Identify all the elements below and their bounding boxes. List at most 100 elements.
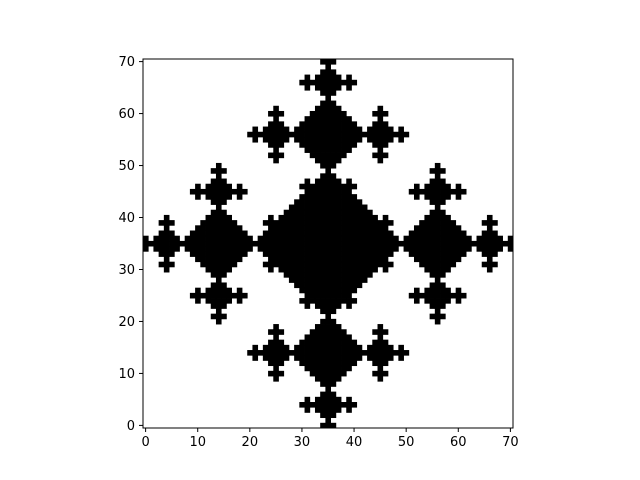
heatmap-cell — [294, 199, 300, 205]
heatmap-cell — [179, 240, 186, 247]
heatmap-cell — [299, 235, 305, 242]
heatmap-cell — [195, 287, 201, 294]
heatmap-cell — [335, 272, 342, 278]
heatmap-cell — [445, 183, 451, 190]
heatmap-cell — [184, 235, 191, 242]
heatmap-cell — [377, 131, 384, 138]
heatmap-cell — [440, 287, 446, 294]
heatmap-cell — [320, 240, 326, 247]
heatmap-cell — [309, 230, 316, 237]
heatmap-cell — [367, 266, 373, 273]
heatmap-cell — [335, 344, 342, 351]
heatmap-cell — [294, 350, 300, 356]
heatmap-cell — [309, 188, 316, 195]
heatmap-cell — [330, 230, 337, 237]
heatmap-cell — [486, 261, 493, 268]
heatmap-cell — [335, 204, 342, 211]
heatmap-cell — [367, 344, 373, 351]
heatmap-cell — [330, 214, 337, 221]
heatmap-cell — [492, 251, 498, 257]
heatmap-cell — [314, 157, 321, 164]
heatmap-cell — [346, 287, 352, 294]
heatmap-cell — [335, 147, 342, 153]
heatmap-cell — [205, 194, 212, 200]
heatmap-cell — [320, 59, 326, 65]
heatmap-cell — [309, 365, 316, 372]
heatmap-cell — [304, 355, 311, 361]
heatmap-cell — [174, 240, 180, 247]
heatmap-cell — [163, 266, 170, 273]
heatmap-cell — [341, 344, 347, 351]
heatmap-cell — [346, 292, 352, 299]
heatmap-cell — [330, 266, 337, 273]
heatmap-cell — [215, 256, 222, 263]
heatmap-cell — [387, 126, 394, 133]
heatmap-cell — [283, 209, 290, 216]
heatmap-cell — [304, 360, 311, 367]
heatmap-cell — [455, 292, 462, 299]
heatmap-cell — [335, 235, 342, 242]
heatmap-cell — [163, 251, 170, 257]
y-tick-label: 20 — [118, 315, 135, 330]
heatmap-cell — [434, 199, 441, 205]
heatmap-cell — [325, 64, 331, 70]
heatmap-cell — [299, 214, 305, 221]
heatmap-cell — [325, 376, 331, 382]
heatmap-cell — [242, 188, 248, 195]
heatmap-cell — [445, 261, 451, 268]
heatmap-cell — [309, 339, 316, 346]
heatmap-cell — [273, 230, 279, 237]
heatmap-cell — [440, 183, 446, 190]
heatmap-cell — [320, 402, 326, 408]
heatmap-cell — [398, 131, 404, 138]
heatmap-cell — [215, 298, 222, 304]
heatmap-cell — [278, 131, 285, 138]
heatmap-cell — [325, 136, 331, 143]
heatmap-cell — [335, 240, 342, 247]
heatmap-cell — [341, 121, 347, 127]
heatmap-cell — [189, 235, 196, 242]
heatmap-cell — [377, 152, 384, 159]
heatmap-cell — [330, 173, 337, 179]
heatmap-cell — [335, 131, 342, 138]
heatmap-cell — [455, 230, 462, 237]
heatmap-cell — [314, 235, 321, 242]
heatmap-cell — [226, 235, 232, 242]
heatmap-cell — [283, 251, 290, 257]
heatmap-cell — [210, 235, 217, 242]
heatmap-cell — [419, 292, 425, 299]
heatmap-cell — [346, 365, 352, 372]
heatmap-cell — [413, 298, 420, 304]
heatmap-cell — [309, 220, 316, 226]
heatmap-cell — [341, 256, 347, 263]
heatmap-cell — [257, 240, 264, 247]
heatmap-cell — [268, 142, 274, 148]
heatmap-cell — [341, 214, 347, 221]
heatmap-cell — [372, 246, 378, 252]
y-tick-label: 0 — [127, 419, 135, 434]
heatmap-cell — [419, 220, 425, 226]
heatmap-cell — [210, 225, 217, 231]
heatmap-cell — [309, 126, 316, 133]
heatmap-cell — [382, 344, 389, 351]
heatmap-cell — [330, 246, 337, 252]
heatmap-cell — [299, 246, 305, 252]
heatmap-cell — [440, 194, 446, 200]
heatmap-cell — [283, 225, 290, 231]
heatmap-cell — [221, 214, 227, 221]
heatmap-cell — [434, 168, 441, 174]
heatmap-cell — [372, 256, 378, 263]
heatmap-cell — [325, 396, 331, 403]
heatmap-cell — [215, 225, 222, 231]
heatmap-cell — [314, 116, 321, 122]
heatmap-cell — [481, 261, 488, 268]
heatmap-cell — [200, 261, 206, 268]
heatmap-cell — [226, 183, 232, 190]
heatmap-cell — [507, 246, 514, 252]
heatmap-cell — [278, 360, 285, 367]
heatmap-cell — [330, 407, 337, 413]
heatmap-cell — [341, 272, 347, 278]
heatmap-cell — [445, 266, 451, 273]
heatmap-cell — [320, 329, 326, 335]
x-tick-label: 10 — [189, 435, 206, 450]
